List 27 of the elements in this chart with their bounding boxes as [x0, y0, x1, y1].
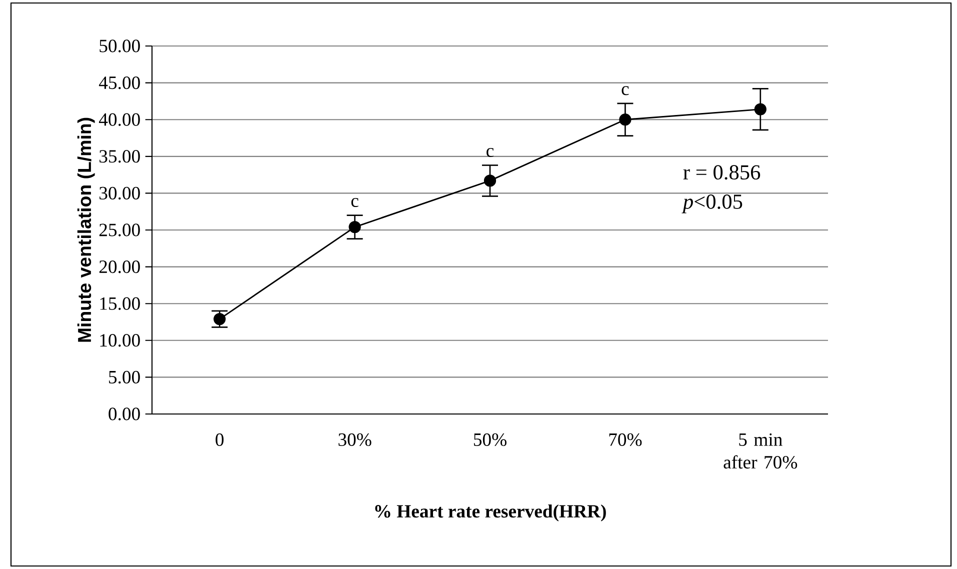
y-tick-label: 35.00	[100, 150, 140, 163]
y-tick-label: 30.00	[100, 186, 140, 200]
x-tick-label: 5 min after 70%	[724, 433, 798, 469]
annotation: p<0.05	[682, 194, 742, 214]
y-tick-label: 0.00	[108, 408, 140, 420]
y-axis-title: Minute ventilation (L/min)	[77, 118, 95, 342]
y-tick-label: 45.00	[98, 76, 140, 90]
y-tick-label: 40.00	[98, 113, 140, 126]
y-tick-label: 50.00	[100, 40, 140, 52]
y-tick-label: 20.00	[99, 260, 140, 274]
point	[754, 103, 766, 116]
x-tick-label: 0	[216, 433, 224, 446]
x-tick-label: 70%	[609, 433, 642, 446]
annotation: c	[351, 198, 358, 208]
point	[484, 174, 496, 187]
x-axis-title: % Heart rate reserved(HRR)	[375, 504, 606, 522]
annotation: r = 0.856	[683, 165, 760, 180]
y-tick-label: 25.00	[99, 224, 140, 236]
y-tick-label: 15.00	[100, 297, 140, 310]
y-tick-label: 10.00	[100, 334, 140, 347]
x-tick-label: 30%	[338, 433, 372, 446]
point	[348, 220, 361, 234]
point	[619, 114, 632, 126]
y-tick-label: 5.00	[109, 370, 140, 384]
annotation: c	[622, 86, 629, 96]
x-tick-label: 50%	[474, 433, 506, 446]
annotation: c	[486, 148, 494, 157]
